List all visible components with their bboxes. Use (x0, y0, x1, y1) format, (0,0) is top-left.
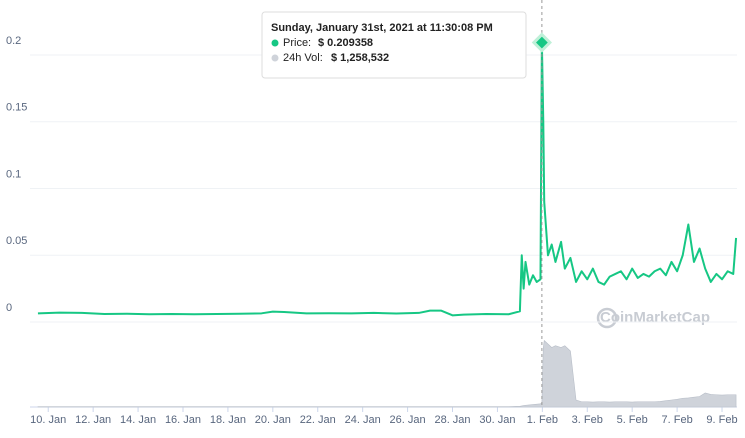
legend-dot (271, 39, 279, 47)
y-tick-label: 0 (6, 302, 12, 314)
legend-dot (271, 54, 279, 62)
x-tick-label: 16. Jan (165, 414, 201, 426)
tooltip-vol-label: 24h Vol: (283, 52, 323, 64)
highlight-point (531, 32, 553, 53)
x-tick-label: 26. Jan (390, 414, 426, 426)
price-line (37, 41, 738, 317)
y-tick-label: 0.05 (6, 235, 27, 247)
tooltip-box (261, 11, 527, 79)
tooltip-title: Sunday, January 31st, 2021 at 11:30:08 P… (271, 22, 493, 34)
x-tick-label: 24. Jan (345, 414, 381, 426)
x-tick-label: 12. Jan (75, 414, 111, 426)
tooltip: Sunday, January 31st, 2021 at 11:30:08 P… (261, 11, 527, 79)
x-tick-label: 22. Jan (300, 414, 336, 426)
x-tick-label: 9. Feb (706, 414, 737, 426)
watermark-logo (596, 307, 618, 329)
x-tick-label: 14. Jan (120, 414, 156, 426)
x-tick-label: 10. Jan (30, 414, 66, 426)
x-tick-label: 20. Jan (255, 414, 291, 426)
x-tick-label: 7. Feb (662, 414, 693, 426)
x-tick-label: 3. Feb (572, 414, 603, 426)
x-tick-label: 5. Feb (617, 414, 648, 426)
x-tick-label: 18. Jan (210, 414, 246, 426)
y-tick-label: 0.2 (6, 35, 21, 47)
tooltip-price-label: Price: (283, 37, 311, 49)
x-tick-label: 30. Jan (479, 414, 515, 426)
volume-area (37, 339, 737, 408)
x-tick-label: 1. Feb (527, 414, 558, 426)
x-tick-label: 28. Jan (434, 414, 470, 426)
tooltip-price: $ 0.209358 (318, 37, 373, 49)
y-tick-label: 0.15 (6, 102, 27, 114)
tooltip-vol: $ 1,258,532 (331, 52, 389, 64)
y-tick-label: 0.1 (6, 168, 21, 180)
